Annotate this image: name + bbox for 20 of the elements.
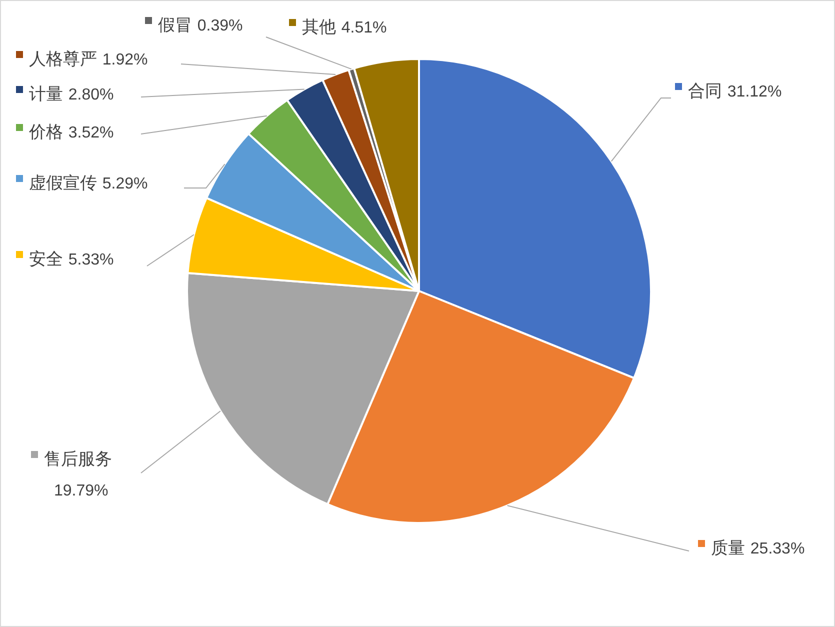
legend-label: 质量	[711, 538, 750, 558]
data-label: 19.79%	[54, 482, 108, 500]
data-label: 25.33%	[750, 540, 805, 558]
data-label: 2.80%	[68, 86, 114, 104]
legend-label: 安全	[29, 249, 68, 270]
data-label: 31.12%	[727, 83, 782, 100]
legend-label: 虚假宣传	[29, 173, 102, 194]
legend-label: 其他	[302, 17, 342, 38]
legend-label: 人格尊严	[29, 49, 102, 70]
data-label: 4.51%	[341, 19, 387, 36]
data-label: 0.39%	[197, 17, 243, 34]
legend-label: 售后服务	[44, 449, 112, 470]
data-label: 5.33%	[68, 251, 114, 268]
legend-label: 价格	[28, 122, 68, 142]
legend-label: 合同	[688, 81, 728, 102]
legend-label: 计量	[29, 84, 68, 104]
legend-label: 假冒	[158, 15, 198, 36]
data-label: 1.92%	[102, 51, 148, 68]
data-label: 5.29%	[102, 175, 148, 192]
data-label: 3.52%	[68, 124, 114, 142]
